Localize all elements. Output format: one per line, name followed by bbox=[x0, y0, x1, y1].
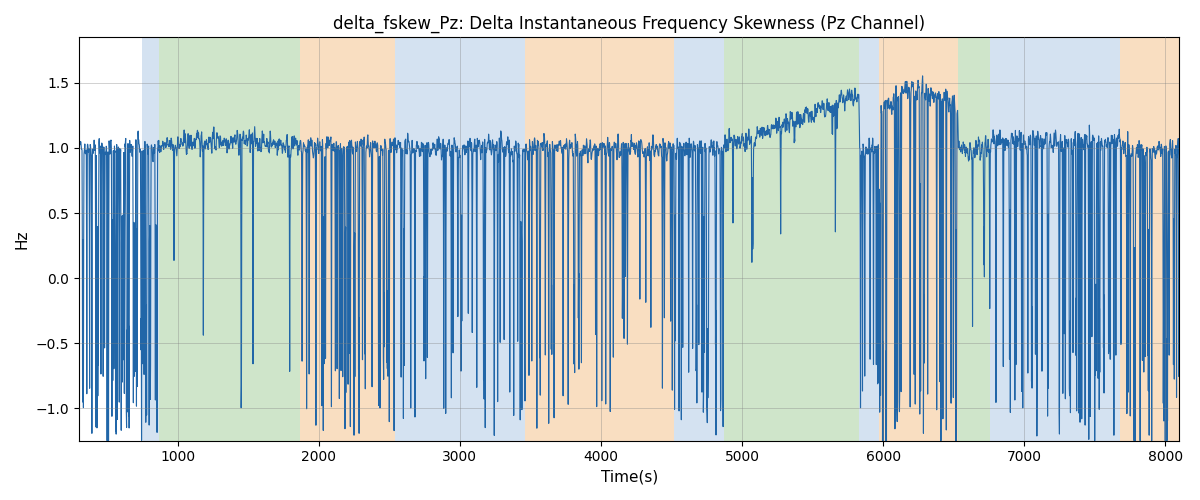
Bar bbox=[674, 38, 724, 440]
Bar bbox=[300, 38, 395, 440]
Title: delta_fskew_Pz: Delta Instantaneous Frequency Skewness (Pz Channel): delta_fskew_Pz: Delta Instantaneous Freq… bbox=[334, 15, 925, 34]
Bar bbox=[1120, 38, 1180, 440]
X-axis label: Time(s): Time(s) bbox=[600, 470, 658, 485]
Bar bbox=[859, 38, 878, 440]
Bar bbox=[958, 38, 990, 440]
Bar bbox=[724, 38, 859, 440]
Bar bbox=[524, 38, 674, 440]
Bar bbox=[395, 38, 524, 440]
Bar bbox=[160, 38, 300, 440]
Bar bbox=[1076, 38, 1120, 440]
Bar bbox=[878, 38, 958, 440]
Bar bbox=[990, 38, 1076, 440]
Bar bbox=[143, 38, 160, 440]
Y-axis label: Hz: Hz bbox=[14, 230, 30, 249]
